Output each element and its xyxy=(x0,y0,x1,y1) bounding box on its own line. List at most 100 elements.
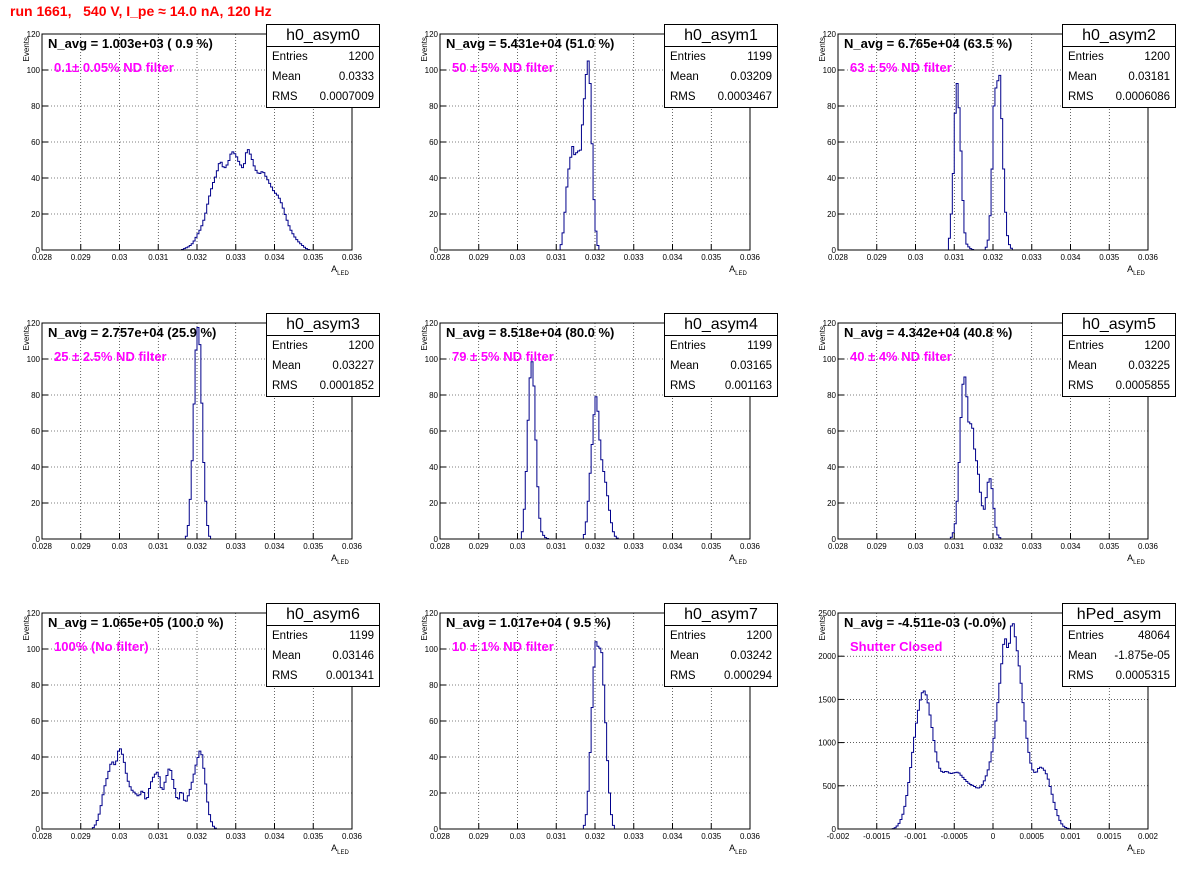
stats-key: RMS xyxy=(1068,670,1094,682)
x-tick-label: 0.033 xyxy=(624,832,645,841)
stats-value: 1199 xyxy=(747,340,772,352)
stats-value: 0.000294 xyxy=(724,670,772,682)
x-axis-label: ALED xyxy=(729,264,747,277)
x-tick-label: -0.001 xyxy=(904,832,927,841)
n-avg-label: N_avg = 5.431e+04 (51.0 %) xyxy=(446,36,615,51)
y-tick-label: 0 xyxy=(434,825,439,834)
x-tick-label: 0.029 xyxy=(867,542,888,551)
y-tick-label: 40 xyxy=(31,753,40,762)
stats-value: 1199 xyxy=(747,51,772,63)
stats-title: h0_asym7 xyxy=(665,604,777,626)
x-tick-label: 0 xyxy=(991,832,996,841)
y-tick-label: 20 xyxy=(827,210,836,219)
x-axis-label: ALED xyxy=(729,843,747,856)
stats-key: Mean xyxy=(272,650,301,662)
stats-title: h0_asym4 xyxy=(665,314,777,336)
histogram-plot: 0.028 0.029 0.03 0.031 0.032 0.033 0.034 0.035 0… xyxy=(420,319,761,566)
x-tick-label: 0.034 xyxy=(1060,253,1081,262)
y-tick-label: 20 xyxy=(429,499,438,508)
x-tick-label: 0.033 xyxy=(624,542,645,551)
x-tick-label: 0.032 xyxy=(187,542,208,551)
y-tick-label: 60 xyxy=(31,717,40,726)
n-avg-label: N_avg = 1.003e+03 ( 0.9 %) xyxy=(48,36,213,51)
n-avg-label: N_avg = 6.765e+04 (63.5 %) xyxy=(844,36,1013,51)
stats-row-rms: RMS 0.0006086 xyxy=(1063,87,1175,107)
x-tick-label: 0.0015 xyxy=(1097,832,1122,841)
x-tick-label: 0.031 xyxy=(148,832,169,841)
stats-value: 0.03181 xyxy=(1128,71,1170,83)
x-tick-label: 0.036 xyxy=(740,253,761,262)
y-tick-label: 80 xyxy=(31,102,40,111)
x-tick-label: 0.001 xyxy=(1060,832,1081,841)
filter-label: 79 ± 5% ND filter xyxy=(452,349,554,364)
y-tick-label: 40 xyxy=(31,174,40,183)
stats-key: Entries xyxy=(670,51,706,63)
stats-value: 0.03209 xyxy=(730,71,772,83)
y-tick-label: 40 xyxy=(429,463,438,472)
x-tick-label: 0.033 xyxy=(226,832,247,841)
x-tick-label: 0.036 xyxy=(740,542,761,551)
stats-row-mean: Mean 0.03165 xyxy=(665,356,777,376)
y-tick-label: 120 xyxy=(823,319,837,328)
x-tick-label: 0.03 xyxy=(510,253,526,262)
stats-value: 1199 xyxy=(349,630,374,642)
x-tick-label: 0.033 xyxy=(624,253,645,262)
y-tick-label: 60 xyxy=(827,427,836,436)
x-tick-label: -0.002 xyxy=(827,832,850,841)
histogram-panel-h0_asym7: 0.028 0.029 0.03 0.031 0.032 0.033 0.034 0.035 0… xyxy=(398,601,788,884)
stats-value: 0.0003467 xyxy=(717,91,772,103)
stats-key: RMS xyxy=(670,91,696,103)
x-tick-label: 0.032 xyxy=(585,542,606,551)
y-axis-label: Events xyxy=(420,37,429,61)
stats-key: RMS xyxy=(272,670,298,682)
stats-title: h0_asym1 xyxy=(665,25,777,47)
x-tick-label: 0.03 xyxy=(510,832,526,841)
stats-row-entries: Entries 1200 xyxy=(1063,336,1175,356)
x-tick-label: 0.032 xyxy=(187,253,208,262)
stats-box: h0_asym2 Entries 1200 Mean 0.03181 RMS 0.00060… xyxy=(1062,24,1176,108)
stats-key: RMS xyxy=(670,380,696,392)
stats-key: Entries xyxy=(670,630,706,642)
stats-row-rms: RMS 0.001341 xyxy=(267,666,379,686)
x-tick-label: 0.033 xyxy=(1022,542,1043,551)
stats-value: 0.03225 xyxy=(1128,360,1170,372)
x-tick-label: 0.03 xyxy=(908,542,924,551)
y-axis-label: Events xyxy=(22,326,31,350)
y-tick-label: 120 xyxy=(27,609,41,618)
y-tick-label: 80 xyxy=(31,391,40,400)
y-tick-label: 0 xyxy=(434,246,439,255)
x-tick-label: 0.029 xyxy=(71,832,92,841)
x-axis-label: ALED xyxy=(331,553,349,566)
filter-label: Shutter Closed xyxy=(850,639,943,654)
x-tick-label: 0.03 xyxy=(112,832,128,841)
x-tick-label: 0.034 xyxy=(662,253,683,262)
x-tick-label: 0.034 xyxy=(662,832,683,841)
x-axis-label: ALED xyxy=(729,553,747,566)
stats-row-mean: Mean 0.03227 xyxy=(267,356,379,376)
y-tick-label: 100 xyxy=(425,66,439,75)
y-tick-label: 40 xyxy=(429,174,438,183)
y-tick-label: 0 xyxy=(832,825,837,834)
y-axis-label: Events xyxy=(818,616,827,640)
stats-key: Mean xyxy=(1068,360,1097,372)
x-tick-label: 0.0005 xyxy=(1020,832,1045,841)
stats-value: 0.03165 xyxy=(730,360,772,372)
x-tick-label: 0.028 xyxy=(32,832,53,841)
x-tick-label: 0.032 xyxy=(983,253,1004,262)
histogram-panel-hPed_asym: -0.002 -0.0015 -0.001 -0.0005 0 0.0005 0.001 0.… xyxy=(796,601,1186,884)
stats-row-entries: Entries 1199 xyxy=(267,626,379,646)
x-tick-label: 0.035 xyxy=(701,542,722,551)
x-axis-label: ALED xyxy=(331,843,349,856)
filter-label: 63 ± 5% ND filter xyxy=(850,60,952,75)
y-tick-label: 0 xyxy=(434,535,439,544)
stats-value: 0.0333 xyxy=(338,71,374,83)
x-tick-label: 0.032 xyxy=(585,253,606,262)
x-tick-label: 0.036 xyxy=(342,832,363,841)
x-tick-label: 0.034 xyxy=(1060,542,1081,551)
stats-row-entries: Entries 48064 xyxy=(1063,626,1175,646)
stats-value: 1200 xyxy=(348,340,374,352)
y-tick-label: 100 xyxy=(823,355,837,364)
x-tick-label: 0.028 xyxy=(32,253,53,262)
x-tick-label: 0.028 xyxy=(828,542,849,551)
y-tick-label: 500 xyxy=(823,782,837,791)
